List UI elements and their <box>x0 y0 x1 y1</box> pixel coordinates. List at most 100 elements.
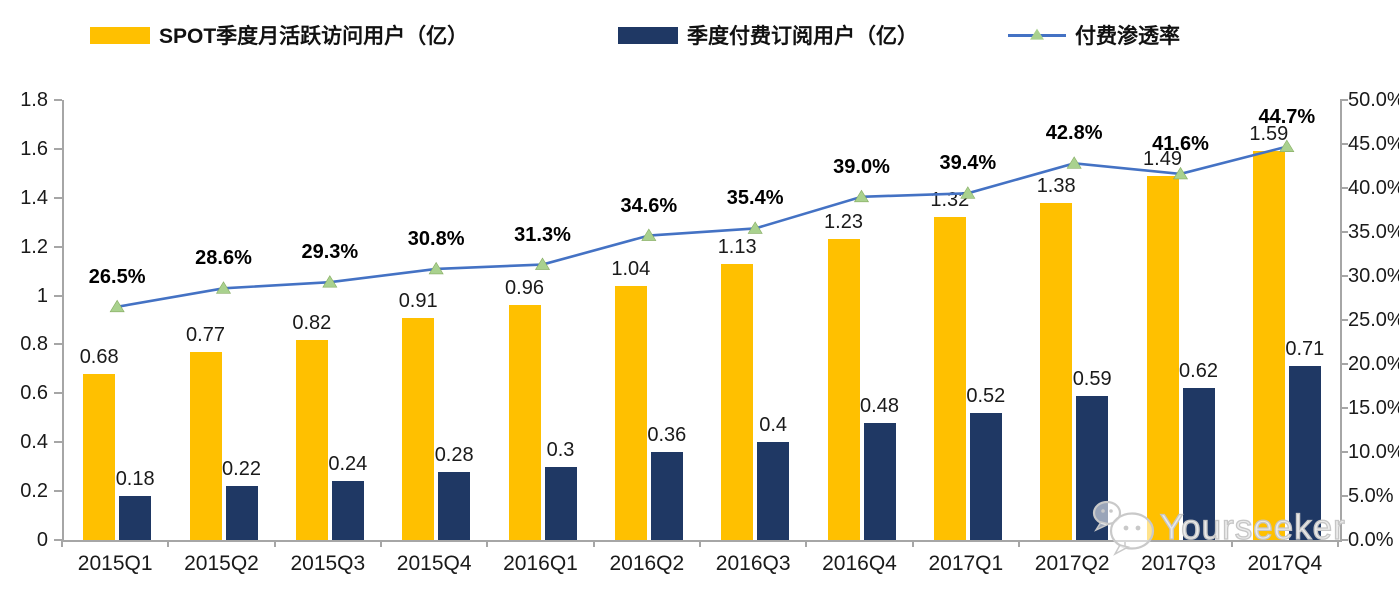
y-axis-right-tick-label: 25.0% <box>1348 309 1399 331</box>
watermark-text: Yourseeker <box>1159 507 1346 547</box>
subscribers-bar <box>119 496 152 540</box>
mau-value-label: 1.13 <box>717 235 757 258</box>
y-axis-left-tick-mark <box>54 245 62 248</box>
y-axis-right-tick-label: 0.0% <box>1348 529 1394 551</box>
subscribers-value-label: 0.36 <box>647 424 687 446</box>
penetration-value-label: 42.8% <box>1045 122 1103 145</box>
subscribers-bar <box>1288 366 1321 540</box>
y-axis-right-tick-label: 15.0% <box>1348 397 1399 419</box>
y-axis-right-tick-mark <box>1340 363 1348 365</box>
y-axis-left-tick-mark <box>54 196 62 199</box>
x-axis-tick-mark <box>592 540 595 547</box>
y-axis-left-tick-mark <box>54 490 62 493</box>
subscribers-bar <box>1182 388 1215 540</box>
legend-label-mau: SPOT季度月活跃访问用户（亿） <box>159 25 469 48</box>
subscribers-bar <box>331 481 364 540</box>
y-axis-left-tick-label: 0 <box>36 529 48 551</box>
y-axis-left-tick-mark <box>54 539 62 541</box>
x-axis-tick-mark <box>273 540 276 547</box>
x-axis-tick-label: 2016Q2 <box>609 552 685 575</box>
x-axis-tick-label: 2016Q3 <box>715 552 791 575</box>
mau-value-label: 0.68 <box>79 345 119 368</box>
mau-bar <box>189 351 222 540</box>
penetration-value-label: 34.6% <box>620 194 678 217</box>
mau-value-label: 1.32 <box>930 189 970 212</box>
mau-value-label: 1.23 <box>824 211 863 234</box>
mau-value-label: 1.59 <box>1249 123 1289 146</box>
mau-value-label: 0.96 <box>505 277 544 300</box>
penetration-value-label: 26.5% <box>88 265 146 288</box>
penetration-value-label: 44.7% <box>1258 105 1316 128</box>
y-axis-right-tick-mark <box>1340 231 1348 233</box>
mau-bar <box>1146 175 1179 540</box>
y-axis-right-tick-label: 35.0% <box>1348 221 1399 243</box>
y-axis-right-tick-label: 30.0% <box>1348 265 1399 287</box>
legend-label-subscribers: 季度付费订阅用户（亿） <box>687 25 918 48</box>
subscribers-value-label: 0.62 <box>1179 360 1218 383</box>
legend-item-subscribers: 季度付费订阅用户（亿） <box>618 20 918 50</box>
y-axis-left-tick-label: 1 <box>36 284 48 307</box>
x-axis-tick-label: 2016Q4 <box>822 552 897 575</box>
subscribers-value-label: 0.48 <box>860 394 899 417</box>
y-axis-left-tick-mark <box>54 343 62 346</box>
triangle-marker-icon <box>747 221 763 234</box>
x-axis-tick-mark <box>61 540 63 547</box>
subscribers-value-label: 0.71 <box>1285 338 1325 361</box>
subscribers-bar <box>544 466 577 540</box>
y-axis-left-tick-label: 1.8 <box>20 89 48 111</box>
legend-label-penetration: 付费渗透率 <box>1075 25 1180 48</box>
penetration-value-label: 30.8% <box>407 227 465 250</box>
mau-value-label: 1.04 <box>611 257 651 280</box>
mau-bar <box>402 317 435 540</box>
triangle-marker-icon <box>109 299 125 313</box>
watermark: Yourseeker <box>1090 498 1346 558</box>
subscribers-bar <box>438 471 471 540</box>
penetration-value-label: 39.0% <box>833 155 890 178</box>
triangle-marker-icon <box>1030 28 1044 40</box>
y-axis-left-tick-label: 1.2 <box>20 235 48 258</box>
y-axis-left-tick-mark <box>54 441 62 444</box>
triangle-marker-icon <box>322 275 338 288</box>
subscribers-bar <box>969 412 1002 540</box>
y-axis-right-tick-label: 50.0% <box>1348 89 1399 111</box>
triangle-marker-icon <box>1066 156 1082 169</box>
y-axis-left-tick-mark <box>54 147 62 150</box>
y-axis-right-tick-label: 45.0% <box>1348 133 1399 155</box>
wechat-icon <box>1092 500 1155 556</box>
subscribers-bar <box>757 442 790 540</box>
mau-value-label: 0.82 <box>292 311 332 334</box>
y-axis-left-tick-label: 1.6 <box>20 137 48 160</box>
y-axis-left-tick-label: 0.4 <box>20 431 48 454</box>
triangle-marker-icon <box>428 261 444 275</box>
mau-bar <box>614 285 647 540</box>
y-axis-right-tick-mark <box>1340 275 1348 277</box>
mau-value-label: 1.38 <box>1036 174 1076 197</box>
y-axis-right-tick-mark <box>1340 495 1348 497</box>
y-axis-right-tick-label: 5.0% <box>1348 485 1394 507</box>
mau-bar-swatch <box>90 26 150 44</box>
x-axis-tick-mark <box>1018 540 1020 547</box>
penetration-value-label: 29.3% <box>301 241 359 264</box>
mau-bar <box>295 339 328 540</box>
x-axis-tick-mark <box>911 540 914 547</box>
triangle-marker-icon <box>641 228 657 241</box>
subscribers-value-label: 0.3 <box>546 438 575 461</box>
subscribers-bar <box>650 452 683 540</box>
mau-bar <box>721 263 754 540</box>
subscribers-bar <box>225 486 258 540</box>
y-axis-left-tick-label: 0.8 <box>20 333 48 356</box>
x-axis-tick-mark <box>805 540 808 547</box>
x-axis-tick-label: 2015Q3 <box>290 552 366 575</box>
penetration-line-swatch <box>1008 28 1066 40</box>
subscribers-value-label: 0.22 <box>222 458 261 481</box>
x-axis-tick-label: 2015Q4 <box>396 552 472 575</box>
plot-area: 0.68 0.77 0.82 0.91 0.96 1.04 1.13 1.23 1.32 1.38… <box>62 100 1342 542</box>
x-axis-tick-label: 2016Q1 <box>503 552 578 575</box>
y-axis-right-tick-mark <box>1340 99 1348 101</box>
x-axis-tick-mark <box>486 540 489 547</box>
x-axis-tick-label: 2015Q2 <box>184 552 259 575</box>
mau-bar <box>508 305 541 540</box>
mau-value-label: 0.77 <box>186 323 225 346</box>
y-axis-right-tick-label: 10.0% <box>1348 441 1399 463</box>
subscribers-bar <box>863 422 896 540</box>
